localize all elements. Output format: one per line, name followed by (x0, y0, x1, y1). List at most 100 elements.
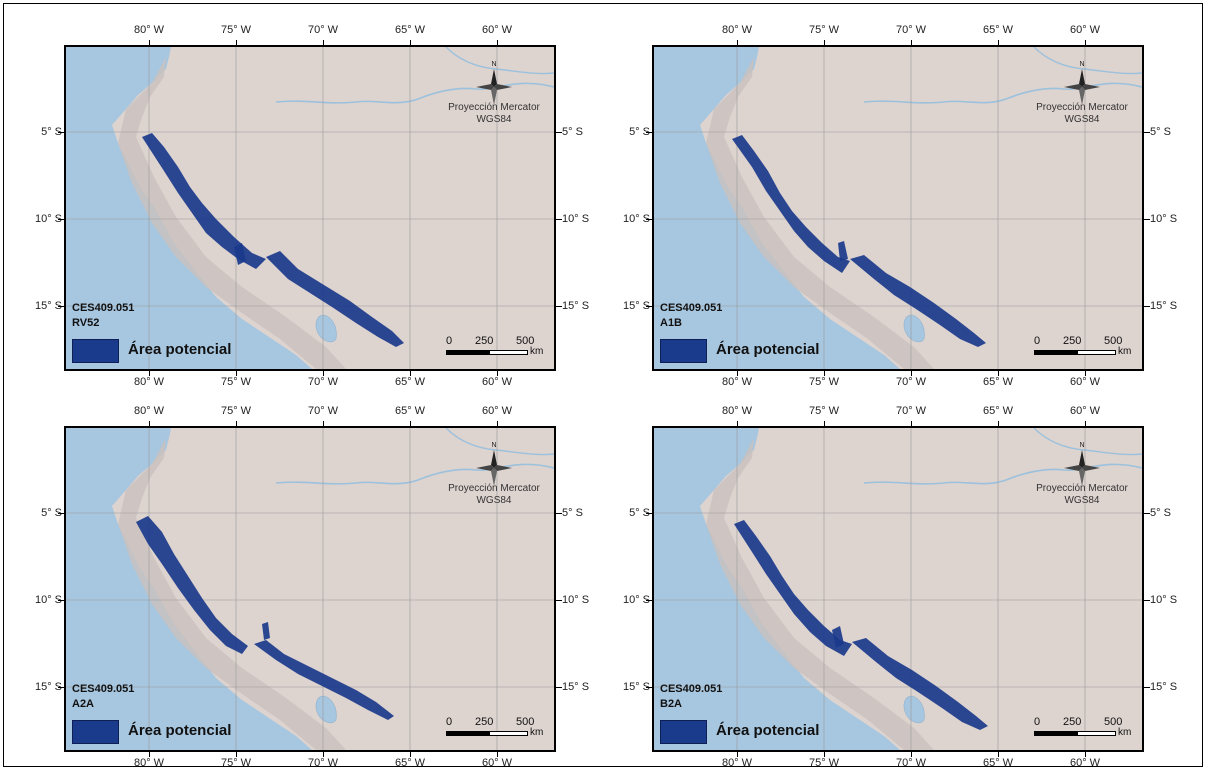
scale-unit: km (530, 727, 544, 738)
tick-mark (497, 752, 498, 757)
north-label: N (1079, 442, 1084, 449)
longitude-tick-label-bottom: 60° W (1069, 757, 1101, 769)
tick-mark (556, 306, 562, 307)
longitude-tick-label-bottom: 70° W (307, 376, 339, 388)
andes-relief (118, 438, 346, 750)
latitude-tick-label-left: 5° S (41, 507, 62, 519)
tick-mark (646, 687, 652, 688)
tick-mark (556, 687, 562, 688)
andes-relief (118, 57, 346, 369)
longitude-tick-label-top: 65° W (982, 24, 1014, 36)
latitude-tick-label-left: 15° S (622, 681, 650, 693)
tick-mark (58, 132, 64, 133)
longitude-tick-label-top: 70° W (307, 24, 339, 36)
tick-mark (1144, 687, 1150, 688)
map-canvas: N (654, 428, 1142, 750)
tick-mark (911, 421, 912, 426)
scale-bar-solid (1034, 731, 1077, 736)
latitude-tick-label-left: 5° S (629, 507, 650, 519)
longitude-tick-label-top: 80° W (133, 24, 165, 36)
latitude-tick-label-right: 5° S (562, 507, 583, 519)
legend-label: Área potencial (128, 341, 232, 358)
latitude-tick-label-right: 10° S (562, 213, 590, 225)
latitude-tick-label-right: 10° S (1150, 213, 1178, 225)
longitude-tick-label-bottom: 65° W (394, 757, 426, 769)
tick-mark (646, 600, 652, 601)
tick-mark (824, 752, 825, 757)
scale-tick-label: 0 (446, 335, 453, 347)
latitude-tick-label-right: 10° S (1150, 594, 1178, 606)
potential-area (136, 516, 248, 654)
scale-tick-label: 250 (1063, 335, 1082, 347)
potential-area (262, 622, 270, 640)
latitude-tick-label-left: 5° S (41, 126, 62, 138)
tick-mark (58, 219, 64, 220)
map-frame: N (64, 45, 556, 371)
tick-mark (646, 219, 652, 220)
latitude-tick-label-left: 5° S (629, 126, 650, 138)
river (1033, 47, 1142, 75)
map-frame: N (652, 45, 1144, 371)
tick-mark (1085, 371, 1086, 376)
north-arrow-icon: N (476, 442, 512, 486)
tick-mark (824, 371, 825, 376)
tick-mark (149, 371, 150, 376)
potential-area (234, 243, 246, 265)
latitude-tick-label-right: 5° S (562, 126, 583, 138)
longitude-tick-label-bottom: 75° W (220, 376, 252, 388)
andes-relief (706, 57, 934, 369)
projection-name: Proyección Mercator (1036, 102, 1128, 113)
scale-bar-open (1077, 350, 1116, 355)
map-canvas: N (66, 47, 554, 369)
tick-mark (58, 306, 64, 307)
map-canvas: N (66, 428, 554, 750)
scale-tick-label: 500 (516, 335, 535, 347)
projection-name: Proyección Mercator (448, 483, 540, 494)
longitude-tick-label-bottom: 80° W (721, 376, 753, 388)
latitude-tick-label-right: 15° S (1150, 300, 1178, 312)
north-label: N (491, 442, 496, 449)
scale-tick-label: 500 (1104, 335, 1123, 347)
species-code: CES409.051 RV52 (72, 301, 134, 331)
tick-mark (236, 421, 237, 426)
north-arrow-icon: N (1064, 61, 1100, 105)
tick-mark (1144, 306, 1150, 307)
ecosystem-code: CES409.051 (72, 302, 135, 314)
map-panel: N 80° W 80° W 75° W 75° W 70° W 70° W 65° W 65° … (588, 381, 1182, 769)
tick-mark (998, 40, 999, 45)
latitude-tick-label-right: 10° S (562, 594, 590, 606)
legend-label: Área potencial (716, 722, 820, 739)
longitude-tick-label-bottom: 60° W (1069, 376, 1101, 388)
tick-mark (497, 371, 498, 376)
tick-mark (149, 421, 150, 426)
longitude-tick-label-top: 75° W (220, 405, 252, 417)
longitude-tick-label-bottom: 65° W (982, 376, 1014, 388)
tick-mark (737, 371, 738, 376)
longitude-tick-label-bottom: 70° W (307, 757, 339, 769)
datum-name: WGS84 (1064, 495, 1100, 506)
tick-mark (824, 421, 825, 426)
scale-unit: km (1118, 727, 1132, 738)
longitude-tick-label-top: 80° W (133, 405, 165, 417)
map-panel: N 80° W 80° W 75° W 75° W 70° W 70° W 65° W 65° … (0, 0, 594, 388)
north-arrow-icon: N (476, 61, 512, 105)
projection-note: Proyección Mercator WGS84 (434, 483, 554, 507)
tick-mark (911, 40, 912, 45)
scale-tick-label: 0 (1034, 335, 1041, 347)
tick-mark (556, 132, 562, 133)
longitude-tick-label-top: 70° W (895, 24, 927, 36)
species-code: CES409.051 A2A (72, 682, 134, 712)
tick-mark (58, 600, 64, 601)
tick-mark (646, 306, 652, 307)
scale-tick-label: 0 (446, 716, 453, 728)
longitude-tick-label-bottom: 65° W (394, 376, 426, 388)
projection-note: Proyección Mercator WGS84 (1022, 102, 1142, 126)
lake-titicaca (903, 314, 925, 343)
tick-mark (1144, 219, 1150, 220)
datum-name: WGS84 (476, 114, 512, 125)
tick-mark (323, 752, 324, 757)
potential-area (142, 133, 266, 269)
potential-area (266, 251, 404, 347)
scale-tick-label: 500 (1104, 716, 1123, 728)
longitude-tick-label-top: 70° W (307, 405, 339, 417)
